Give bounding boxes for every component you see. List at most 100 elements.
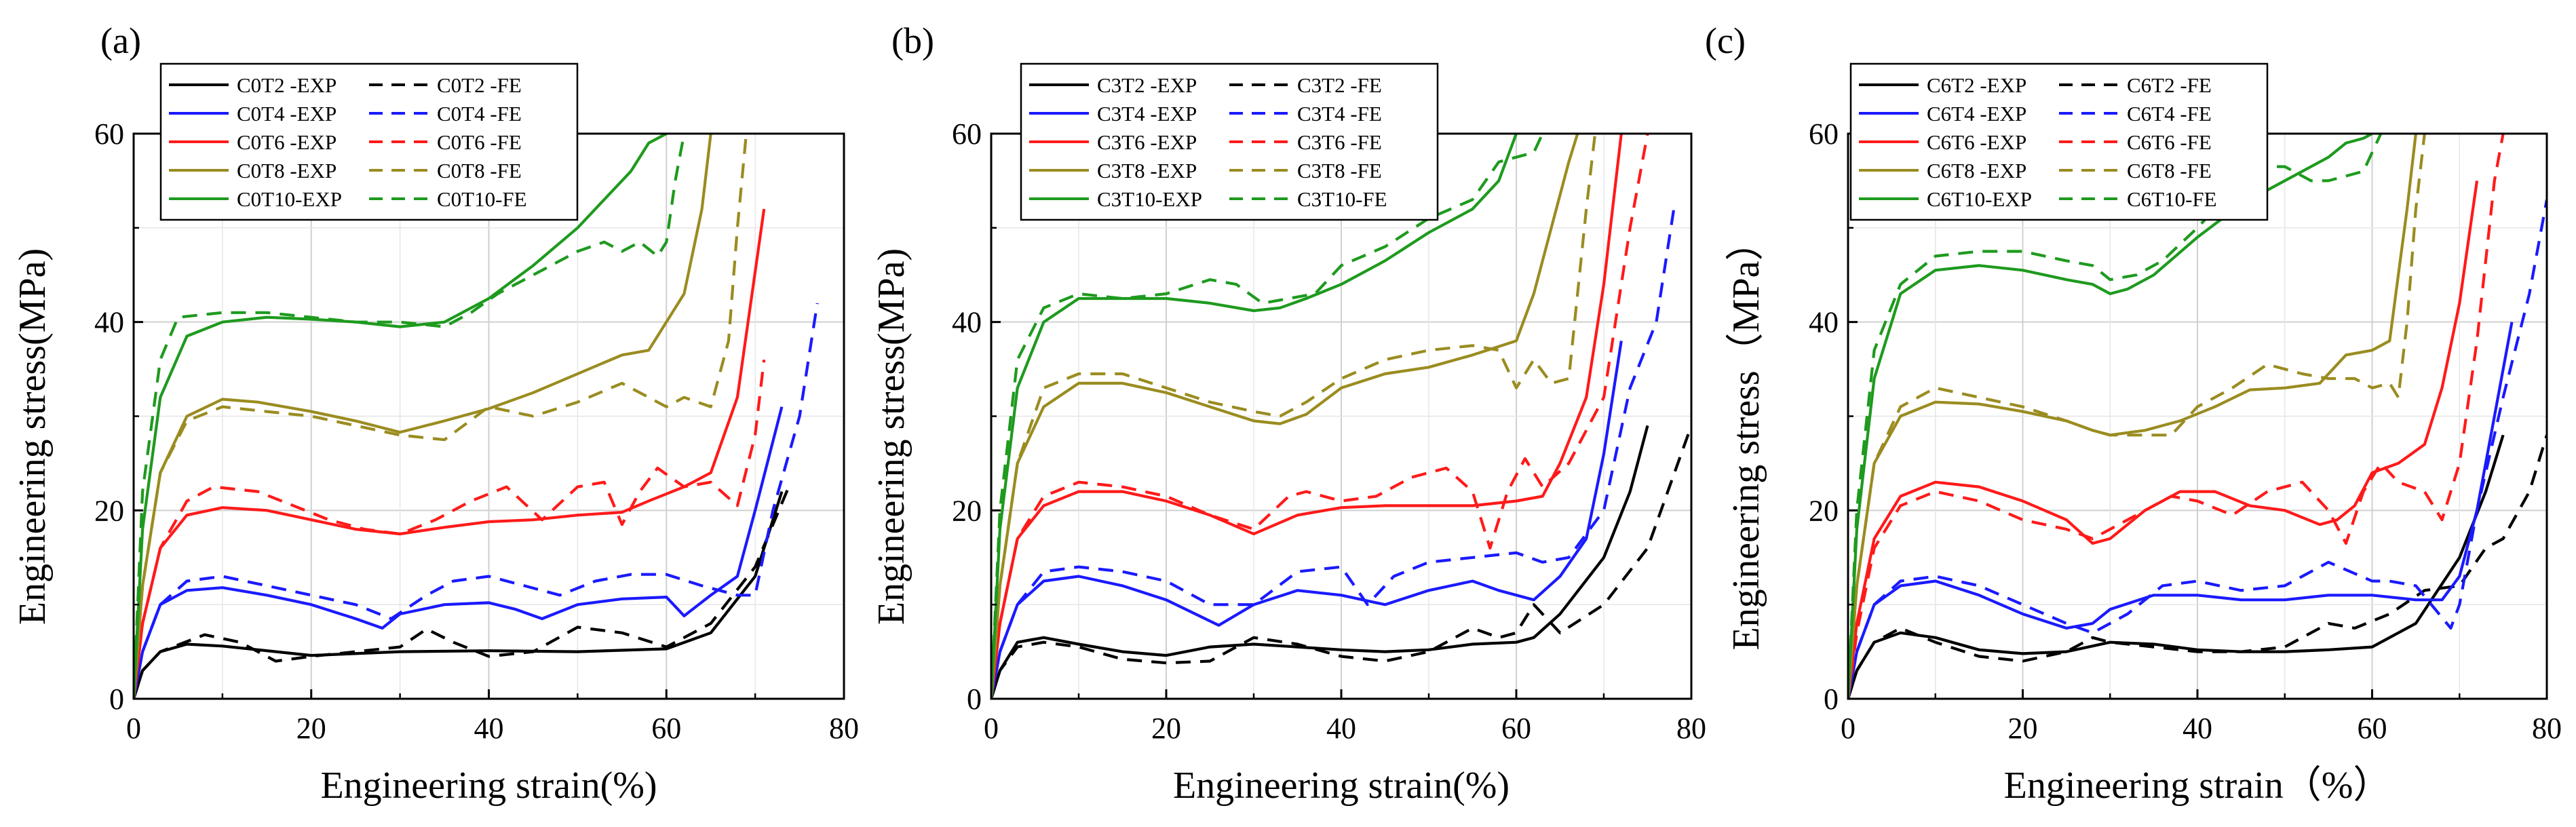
series-group: [1848, 134, 2547, 699]
series-line-c0t8-fe: [134, 134, 748, 699]
series-group: [134, 134, 819, 699]
series-line-c3t10-exp: [991, 134, 1518, 699]
series-line-c0t10-exp: [134, 134, 668, 699]
series-line-c3t2-exp: [991, 425, 1649, 699]
legend-entry: C0T8 -EXP: [237, 159, 337, 182]
axis-ticks: 0 20 40 60 80 0 20 40 60: [94, 117, 859, 745]
panel-label: (b): [891, 20, 934, 61]
series-line-c0t4-fe: [134, 303, 819, 699]
legend: C3T2 -EXP C3T2 -FE C3T4 -EXP C3T4 -FE C3T6 -…: [1020, 62, 1439, 221]
legend-entry: C3T10-EXP: [1097, 187, 1202, 211]
x-tick-label: 20: [296, 712, 326, 745]
legend-entry: C6T6 -FE: [2127, 130, 2212, 154]
y-tick-label: 0: [967, 682, 982, 716]
chart-panel-1: (a) 0 20 40 60 80 0 20 40 60 Engineering strain(%)…: [12, 20, 859, 807]
y-tick-label: 60: [1809, 117, 1839, 151]
panel-label: (a): [100, 20, 141, 61]
x-tick-label: 60: [651, 712, 681, 745]
axis-ticks: 0 20 40 60 80 0 20 40 60: [1809, 117, 2562, 745]
y-axis-label: Engineering stress(MPa): [870, 248, 912, 625]
x-tick-label: 60: [1501, 712, 1531, 745]
legend-entry: C3T6 -EXP: [1097, 130, 1197, 154]
x-tick-label: 0: [1841, 712, 1856, 745]
x-tick-label: 80: [2532, 712, 2562, 745]
series-line-c0t6-exp: [134, 208, 766, 699]
x-tick-label: 20: [1151, 712, 1181, 745]
series-line-c6t8-exp: [1848, 134, 2417, 699]
legend-entry: C6T10-FE: [2127, 187, 2217, 211]
series-line-c3t4-exp: [991, 341, 1623, 699]
x-tick-label: 60: [2358, 712, 2387, 745]
series-group: [991, 134, 1691, 699]
legend-entry: C3T10-FE: [1297, 187, 1387, 211]
series-line-c3t8-fe: [991, 134, 1597, 699]
legend-entry: C0T4 -EXP: [237, 102, 337, 126]
legend-entry: C3T4 -FE: [1297, 102, 1382, 126]
x-tick-label: 40: [1326, 712, 1356, 745]
series-line-c0t10-fe: [134, 134, 686, 699]
y-tick-label: 0: [1824, 682, 1839, 716]
series-line-c0t2-exp: [134, 491, 784, 699]
y-axis-label: Engineering stress（MPa）: [1725, 223, 1767, 651]
series-line-c3t10-fe: [991, 134, 1544, 699]
series-line-c6t10-fe: [1848, 134, 2383, 699]
chart-panel-3: (c) 0 20 40 60 80 0 20 40 60 Engineering strain（%）…: [1705, 20, 2562, 807]
series-line-c3t2-fe: [991, 425, 1691, 699]
legend-entry: C0T6 -FE: [437, 130, 522, 154]
x-axis-label: Engineering strain(%): [1173, 765, 1510, 807]
legend-entry: C6T4 -EXP: [1927, 102, 2026, 126]
legend: C6T2 -EXP C6T2 -FE C6T4 -EXP C6T4 -FE C6T6 -…: [1849, 62, 2269, 221]
x-axis-label: Engineering strain（%）: [2004, 765, 2391, 807]
legend-entry: C0T6 -EXP: [237, 130, 337, 154]
legend-entry: C3T4 -EXP: [1097, 102, 1197, 126]
series-line-c3t8-exp: [991, 134, 1579, 699]
series-line-c6t6-fe: [1848, 134, 2505, 699]
series-line-c6t8-fe: [1848, 134, 2426, 699]
x-axis-label: Engineering strain(%): [320, 765, 657, 807]
grid-lines: [991, 134, 1691, 699]
legend-entry: C6T2 -EXP: [1927, 73, 2026, 97]
y-axis-label: Engineering stress(MPa): [12, 248, 54, 625]
legend: C0T2 -EXP C0T2 -FE C0T4 -EXP C0T4 -FE C0T6 -…: [159, 62, 579, 221]
legend-entry: C3T2 -FE: [1297, 73, 1382, 97]
series-line-c6t2-exp: [1848, 434, 2505, 699]
legend-entry: C3T2 -EXP: [1097, 73, 1197, 97]
legend-entry: C3T8 -EXP: [1097, 159, 1197, 182]
x-tick-label: 40: [474, 712, 504, 745]
series-line-c6t4-fe: [1848, 199, 2547, 699]
series-line-c3t4-fe: [991, 208, 1676, 699]
panel-label: (c): [1705, 20, 1746, 61]
legend-entry: C0T2 -FE: [437, 73, 522, 97]
legend-entry: C0T2 -EXP: [237, 73, 337, 97]
axis-ticks: 0 20 40 60 80 0 20 40 60: [952, 117, 1706, 745]
series-line-c0t6-fe: [134, 359, 766, 699]
y-tick-label: 20: [952, 494, 982, 527]
series-line-c6t4-exp: [1848, 322, 2514, 699]
x-tick-label: 20: [2008, 712, 2038, 745]
y-tick-label: 20: [1809, 494, 1839, 527]
series-line-c3t6-exp: [991, 134, 1623, 699]
x-tick-label: 40: [2183, 712, 2212, 745]
legend-entry: C6T4 -FE: [2127, 102, 2212, 126]
x-tick-label: 80: [829, 712, 859, 745]
legend-entry: C3T6 -FE: [1297, 130, 1382, 154]
y-tick-label: 60: [94, 117, 124, 151]
x-tick-label: 80: [1676, 712, 1706, 745]
series-line-c6t6-exp: [1848, 180, 2479, 699]
chart-panel-2: (b) 0 20 40 60 80 0 20 40 60 Engineering strain(%)…: [870, 20, 1706, 807]
y-tick-label: 40: [94, 306, 124, 339]
series-line-c0t8-exp: [134, 134, 712, 699]
series-line-c6t2-fe: [1848, 434, 2547, 699]
x-tick-label: 0: [984, 712, 999, 745]
legend-entry: C6T2 -FE: [2127, 73, 2212, 97]
series-line-c0t2-fe: [134, 481, 792, 699]
y-tick-label: 60: [952, 117, 982, 151]
legend-entry: C6T8 -FE: [2127, 159, 2212, 182]
legend-entry: C0T10-FE: [437, 187, 527, 211]
legend-entry: C6T6 -EXP: [1927, 130, 2026, 154]
y-tick-label: 0: [109, 682, 124, 716]
y-tick-label: 40: [1809, 306, 1839, 339]
legend-entry: C3T8 -FE: [1297, 159, 1382, 182]
y-tick-label: 20: [94, 494, 124, 527]
